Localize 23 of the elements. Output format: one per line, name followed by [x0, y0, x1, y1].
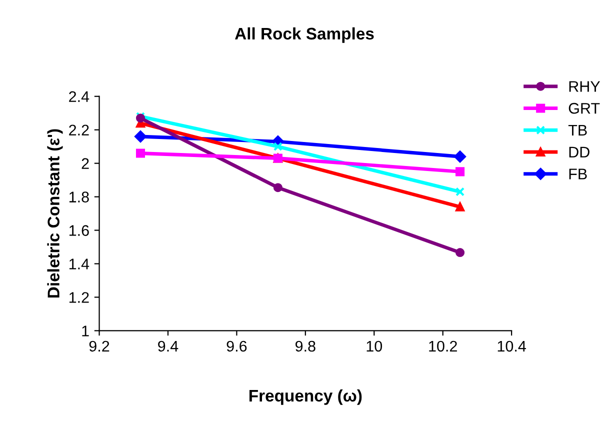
- y-axis-title: Dieletric Constant (ε'): [47, 129, 63, 298]
- x-tick-label: 10.2: [429, 340, 457, 352]
- y-tick-label: 1.8: [69, 192, 89, 202]
- legend-label: DD: [569, 146, 590, 158]
- x-tick-label: 9.8: [296, 340, 316, 352]
- legend-label: TB: [568, 124, 587, 136]
- x-tick-label: 9.2: [89, 340, 110, 352]
- chart-title: All Rock Samples: [234, 27, 374, 43]
- y-tick-label: 2.2: [69, 124, 89, 136]
- y-tick-label: 2: [82, 158, 89, 169]
- x-tick-label: 10.4: [498, 340, 526, 352]
- x-tick-label: 9.4: [158, 340, 178, 352]
- y-tick-label: 1.2: [69, 292, 89, 303]
- legend-label: FB: [569, 168, 587, 180]
- x-axis-title: Frequency (ω): [249, 389, 362, 405]
- x-tick-label: 9.6: [226, 340, 247, 352]
- y-tick-label: 1.4: [69, 258, 90, 270]
- y-tick-label: 1: [82, 326, 89, 336]
- legend-label: RHY: [569, 81, 600, 92]
- legend-label: GRT: [568, 102, 600, 114]
- y-tick-label: 1.6: [69, 225, 89, 236]
- x-tick-label: 10: [366, 340, 382, 352]
- y-tick-label: 2.4: [69, 91, 90, 102]
